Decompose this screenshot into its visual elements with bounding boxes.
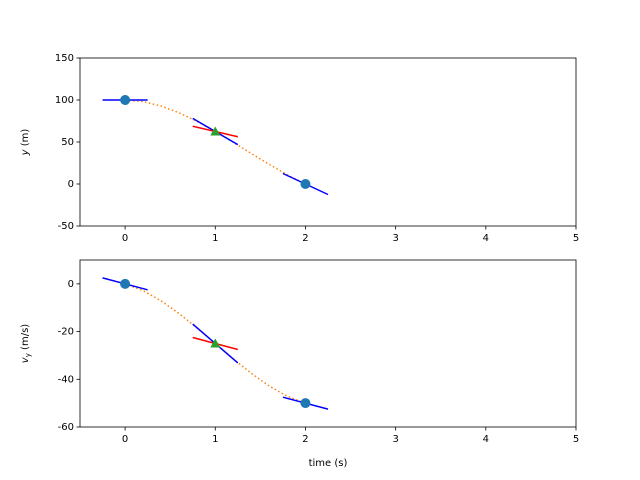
y-tick-label: -40: [58, 374, 74, 385]
y-tick-label: -20: [58, 327, 74, 338]
point-marker: [300, 398, 311, 409]
y-tick-label: 100: [55, 95, 74, 106]
y-axis-label-part: (m): [20, 129, 31, 150]
plot-area: [102, 277, 329, 410]
point-marker: [120, 278, 131, 289]
point-marker: [300, 179, 311, 189]
x-tick-label: 0: [122, 434, 128, 445]
plot-area: [102, 95, 329, 196]
x-axis-label: time (s): [309, 458, 348, 469]
y-axis-label: vy (m/s): [20, 324, 32, 363]
y-axis-label-part: v: [20, 356, 31, 363]
axes-frame: [79, 57, 577, 227]
x-tick-label: 0: [122, 233, 128, 244]
x-tick-label: 3: [392, 233, 398, 244]
y-tick-label: 0: [68, 179, 74, 190]
y-tick-label: 50: [61, 137, 74, 148]
y-axis-label: y (m): [20, 129, 31, 157]
y-tick-label: 0: [68, 279, 74, 290]
y-tick-label: -60: [58, 422, 74, 433]
point-marker: [120, 95, 131, 105]
x-tick-label: 1: [212, 434, 218, 445]
x-tick-label: 5: [573, 434, 579, 445]
x-tick-label: 5: [573, 233, 579, 244]
x-tick-label: 4: [483, 233, 489, 244]
x-tick-label: 4: [483, 434, 489, 445]
y-axis-label-part: y: [24, 353, 32, 357]
x-tick-label: 3: [392, 434, 398, 445]
point-marker: [210, 126, 221, 136]
x-tick-label: 2: [302, 434, 308, 445]
trajectory-line: [125, 99, 306, 185]
y-tick-label: 150: [55, 53, 74, 64]
y-tick-label: -50: [58, 221, 74, 232]
x-tick-label: 2: [302, 233, 308, 244]
x-tick-label: 1: [212, 233, 218, 244]
axes: 0 1 2 3 4 5 -50 0 50 100 150 y (m): [20, 53, 579, 244]
axes: 0 1 2 3 4 5 -60 -40 -20 0 time (s) vy (m/s): [20, 259, 579, 469]
y-axis-label-part: (m/s): [20, 324, 31, 353]
point-marker: [210, 338, 221, 348]
y-axis-label-part: y: [20, 148, 31, 156]
axes-frame: [79, 259, 577, 428]
